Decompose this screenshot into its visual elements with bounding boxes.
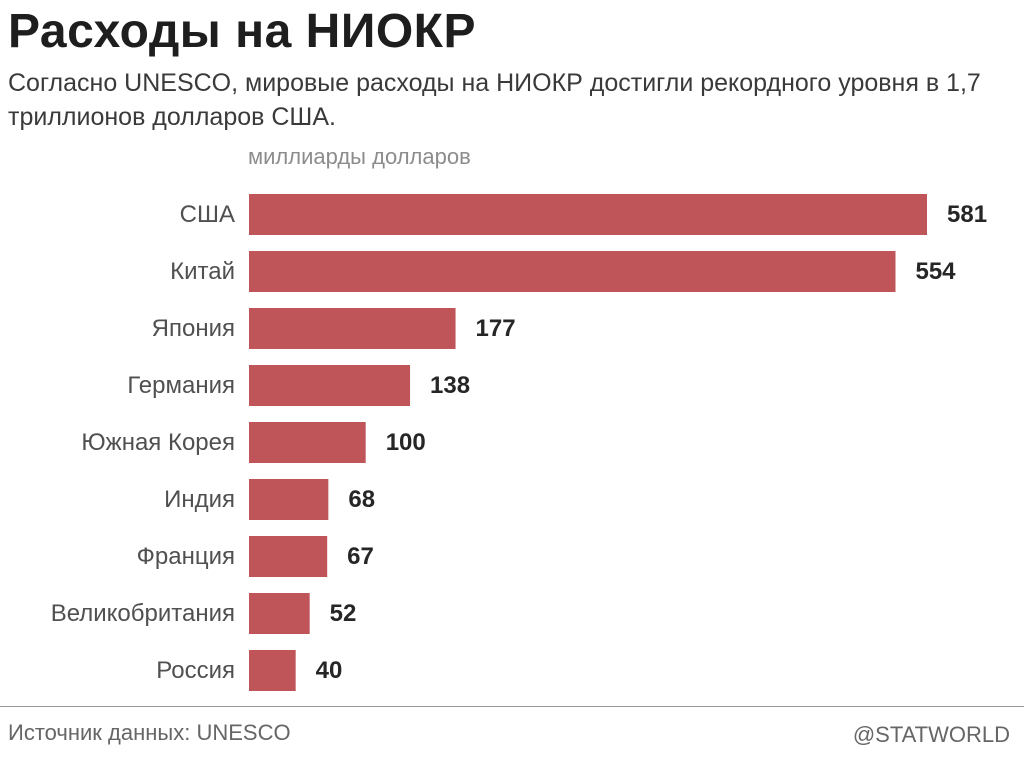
bar-4 [249, 422, 366, 463]
bar-5 [249, 479, 329, 520]
category-label-0: США [180, 201, 235, 228]
category-label-4: Южная Корея [81, 429, 235, 456]
bar-0 [249, 194, 927, 235]
category-label-5: Индия [164, 486, 235, 513]
value-label-0: 581 [947, 201, 987, 228]
value-label-4: 100 [386, 429, 426, 456]
category-label-2: Япония [152, 315, 235, 342]
bar-3 [249, 365, 411, 406]
value-label-1: 554 [915, 258, 956, 285]
credit-handle: @STATWORLD [852, 722, 1010, 747]
chart-subtitle: Согласно UNESCO, мировые расходы на НИОК… [8, 69, 981, 131]
value-label-2: 177 [476, 315, 516, 342]
unit-label: миллиарды долларов [248, 144, 471, 169]
category-label-8: Россия [156, 657, 235, 684]
bar-2 [249, 308, 456, 349]
value-label-7: 52 [330, 600, 357, 627]
value-label-5: 68 [348, 486, 375, 513]
bar-8 [249, 650, 296, 691]
bar-7 [249, 593, 310, 634]
source-note: Источник данных: UNESCO [8, 720, 291, 745]
bar-1 [249, 251, 896, 292]
category-label-3: Германия [127, 372, 235, 399]
category-label-1: Китай [170, 258, 235, 285]
chart-title: Расходы на НИОКР [8, 5, 476, 58]
footer-divider [0, 706, 1024, 707]
bar-chart: США 581 Китай 554 Япония 177 Германия 138 Южная … [51, 194, 987, 691]
value-label-8: 40 [316, 657, 343, 684]
value-label-6: 67 [347, 543, 374, 570]
category-label-7: Великобритания [51, 600, 235, 627]
value-label-3: 138 [430, 372, 470, 399]
category-label-6: Франция [137, 543, 235, 570]
bar-6 [249, 536, 328, 577]
